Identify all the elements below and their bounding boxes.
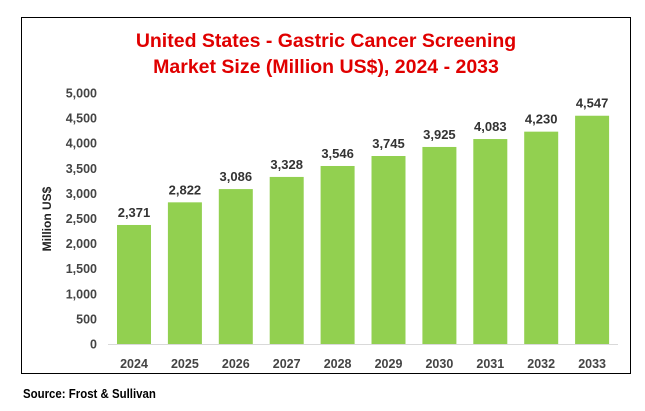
y-tick-label: 3,000 — [66, 187, 97, 201]
bar-2032 — [524, 131, 559, 344]
data-label: 4,230 — [525, 112, 558, 127]
x-tick-label: 2026 — [222, 357, 250, 371]
y-tick-label: 4,000 — [66, 137, 97, 151]
x-tick-label: 2031 — [476, 357, 504, 371]
chart-title-line-1: United States - Gastric Cancer Screening — [135, 30, 517, 52]
data-label: 4,083 — [474, 119, 507, 134]
chart-title: United States - Gastric Cancer Screening… — [0, 28, 645, 80]
bar-2030 — [422, 146, 457, 344]
data-label: 3,328 — [270, 157, 303, 172]
bar-2024 — [117, 224, 151, 344]
data-label: 2,371 — [118, 205, 151, 220]
y-tick-label: 1,000 — [66, 287, 97, 301]
data-label: 3,925 — [423, 127, 456, 142]
y-tick-label: 0 — [90, 338, 97, 352]
y-tick-label: 4,500 — [66, 112, 97, 126]
bar-2029 — [371, 156, 406, 344]
data-label: 3,745 — [372, 136, 405, 151]
x-tick-label: 2025 — [171, 357, 199, 371]
x-tick-label: 2030 — [425, 357, 453, 371]
y-tick-label: 3,500 — [66, 162, 97, 176]
bar-2028 — [320, 165, 355, 344]
y-tick-label: 5,000 — [66, 87, 97, 101]
y-tick-label: 2,500 — [66, 212, 97, 226]
data-label: 3,546 — [321, 146, 354, 161]
source-note: Source: Frost & Sullivan — [23, 386, 156, 401]
x-tick-label: 2024 — [120, 357, 148, 371]
bar-2031 — [473, 139, 508, 344]
bar-2033 — [575, 115, 610, 344]
y-tick-label: 1,500 — [66, 262, 97, 276]
x-tick-label: 2032 — [527, 357, 555, 371]
bar-2025 — [167, 202, 202, 344]
bar-2026 — [218, 189, 253, 344]
bar-2027 — [269, 176, 304, 344]
y-axis-title: Million US$ — [40, 186, 54, 251]
data-label: 2,822 — [169, 182, 202, 197]
data-label: 4,547 — [576, 96, 609, 111]
chart-frame — [21, 17, 631, 374]
chart-title-line-2: Market Size (Million US$), 2024 - 2033 — [153, 56, 499, 78]
x-tick-label: 2028 — [324, 357, 352, 371]
y-tick-label: 500 — [76, 312, 97, 326]
x-tick-label: 2029 — [375, 357, 403, 371]
x-tick-label: 2027 — [273, 357, 301, 371]
data-label: 3,086 — [220, 169, 253, 184]
y-tick-label: 2,000 — [66, 237, 97, 251]
x-tick-label: 2033 — [578, 357, 606, 371]
